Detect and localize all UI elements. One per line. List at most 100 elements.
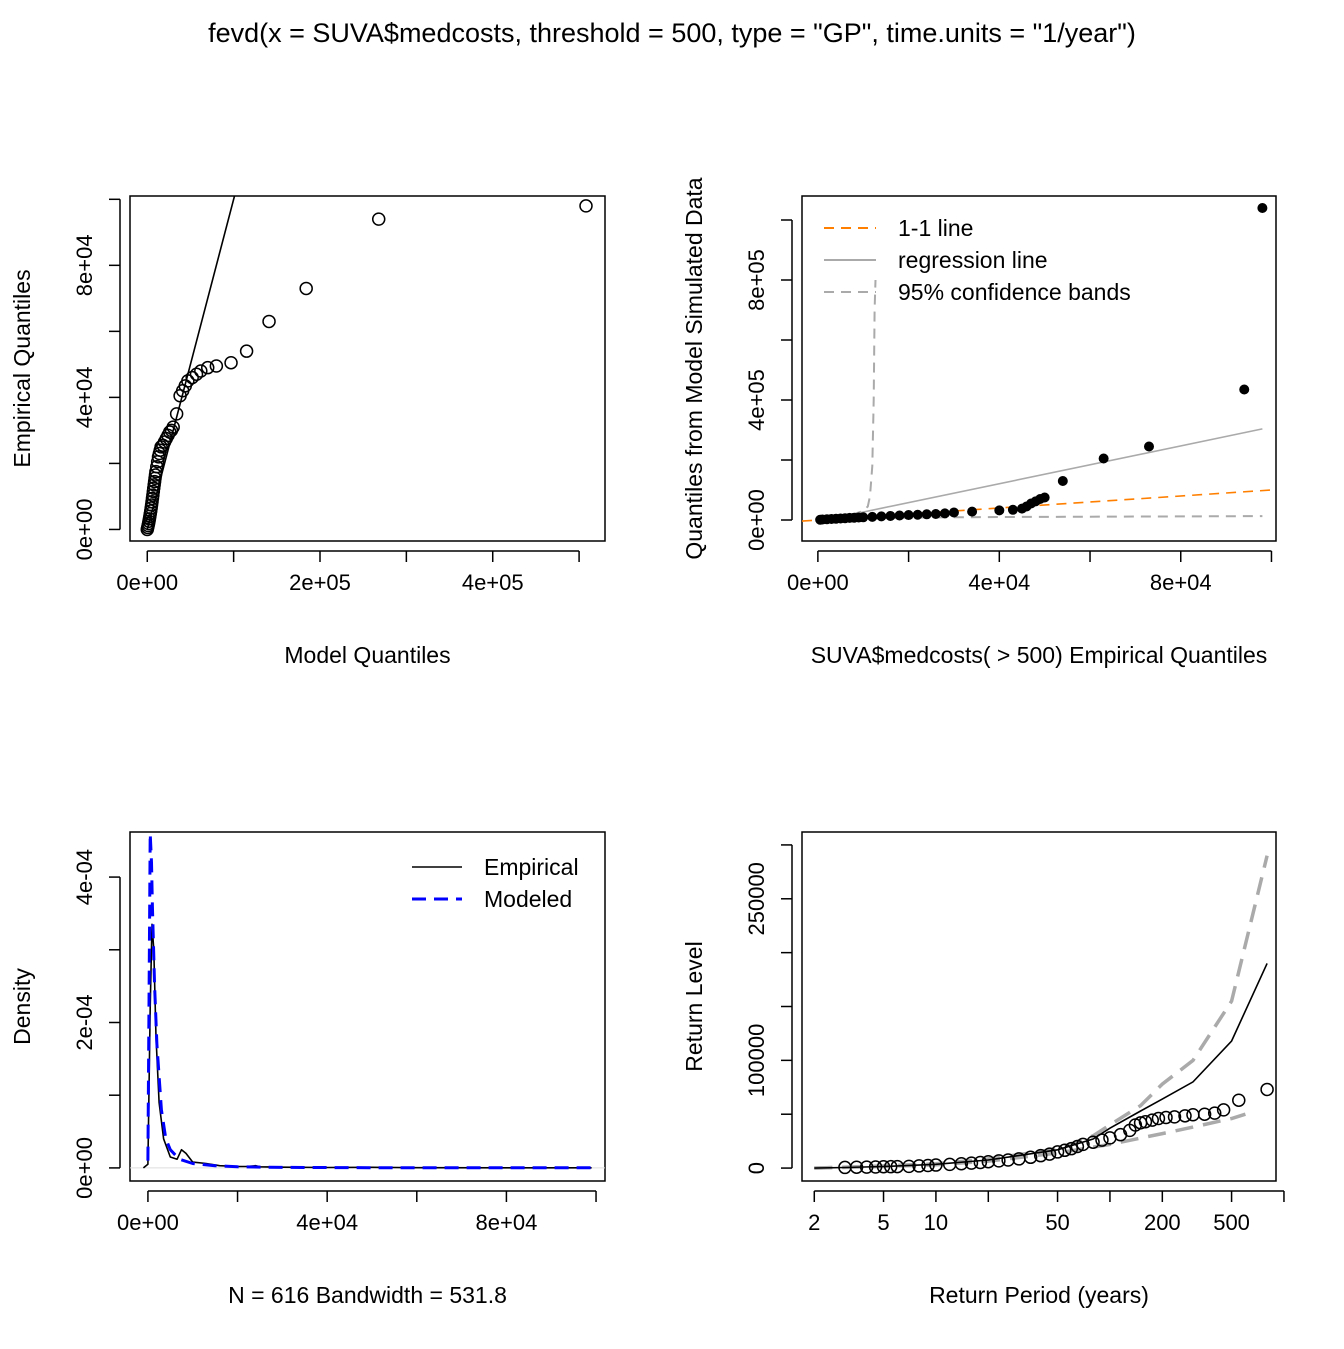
return-y-tick-label: 100000 (744, 1024, 769, 1097)
return-point (1050, 1145, 1065, 1159)
qqsim-regression-line (817, 428, 1263, 523)
qqsim-point (967, 506, 978, 517)
density-x-tick-label: 0e+00 (117, 1210, 179, 1235)
return-point (1064, 1141, 1079, 1156)
return-point (1023, 1150, 1038, 1165)
return-y-tick-label: 250000 (744, 862, 769, 935)
return-point (1216, 1103, 1231, 1117)
qq-point (299, 281, 313, 296)
qqsim-point (876, 511, 887, 522)
qq-x-tick-label: 4e+05 (462, 570, 524, 595)
qq-point (166, 420, 180, 434)
qqsim-one-to-one-line (802, 488, 1276, 522)
qqsim-point (1257, 203, 1268, 213)
return-plot-box (801, 831, 1277, 1182)
density-y-axis-label: Density (9, 968, 35, 1045)
qq-y-tick-label: 4e+04 (72, 366, 97, 428)
return-x-tick-label: 200 (1144, 1210, 1181, 1235)
qq-point (189, 367, 204, 382)
qqsim-point (903, 510, 914, 521)
qq-point (209, 359, 224, 373)
density-y-tick-label: 4e-04 (72, 849, 97, 905)
density-panel: 0e+00 4e+04 8e+04 0e+00 2e-04 4e-04 N = 616 Ba… (9, 831, 606, 1308)
return-point (1095, 1133, 1109, 1147)
return-y-tick-label: 0 (744, 1162, 769, 1174)
qq-x-axis-label: Model Quantiles (284, 642, 450, 668)
return-point (883, 1159, 898, 1174)
density-data-layer (130, 832, 605, 1170)
density-x-axis-label: N = 616 Bandwidth = 531.8 (228, 1282, 507, 1308)
return-point (1145, 1113, 1159, 1127)
qq-data-layer (140, 196, 593, 537)
qqsim-point (1057, 476, 1068, 486)
qqsim-point (1098, 453, 1109, 464)
qqsim-point (994, 505, 1005, 516)
qqsim-x-tick-label: 0e+00 (787, 570, 849, 595)
qqsim-point (939, 508, 950, 519)
qqsim-legend: 1-1 line regression line 95% confidence ba… (824, 215, 1131, 305)
return-point (1197, 1107, 1212, 1121)
qq-point (194, 364, 208, 378)
qqsim-y-tick-label: 8e+05 (744, 249, 769, 311)
return-x-tick-label: 2 (808, 1210, 820, 1235)
return-x-axis-label: Return Period (years) (929, 1282, 1149, 1308)
return-point (921, 1158, 935, 1173)
return-point (1138, 1115, 1153, 1129)
density-x-tick-label: 4e+04 (296, 1210, 358, 1235)
qqsim-legend-label: 95% confidence bands (898, 279, 1131, 305)
density-legend-label: Empirical (484, 854, 579, 880)
qqsim-plot-box (801, 195, 1277, 542)
return-point (954, 1157, 969, 1171)
qqsim-point (1039, 492, 1050, 503)
qq-x-tick-label: 0e+00 (116, 570, 178, 595)
return-point (981, 1154, 996, 1169)
return-x-tick-label: 500 (1213, 1210, 1250, 1235)
return-point (1042, 1147, 1057, 1161)
qqsim-y-axis-label: Quantiles from Model Simulated Data (681, 177, 707, 559)
return-point (912, 1159, 926, 1173)
qqsim-point (1007, 504, 1018, 515)
density-legend: Empirical Modeled (412, 854, 579, 912)
qq-point (200, 360, 215, 375)
qqsim-legend-label: 1-1 line (898, 215, 973, 241)
return-upper-ci (814, 855, 1269, 1170)
return-point (1232, 1093, 1246, 1107)
return-point (1086, 1135, 1100, 1149)
return-point (942, 1157, 957, 1172)
return-y-axis-label: Return Level (681, 941, 707, 1071)
return-point (1159, 1110, 1173, 1125)
return-point (1260, 1082, 1274, 1097)
return-point (859, 1160, 874, 1174)
return-point (1033, 1148, 1048, 1163)
return-point (1207, 1106, 1222, 1120)
return-x-tick-label: 5 (877, 1210, 889, 1235)
density-y-tick-label: 0e+00 (72, 1137, 97, 1199)
qq-point (181, 374, 195, 388)
return-x-tick-label: 10 (924, 1210, 948, 1235)
return-level-curve (814, 963, 1268, 1169)
qqsim-x-tick-label: 4e+04 (968, 570, 1030, 595)
qqsim-point (867, 511, 878, 522)
return-data-layer (814, 855, 1274, 1175)
qq-y-tick-label: 0e+00 (72, 499, 97, 561)
qq-point (169, 407, 184, 421)
density-y-tick-label: 2e-04 (72, 994, 97, 1050)
qqsim-upper-band (817, 279, 877, 521)
qq-point (371, 212, 386, 226)
return-point (964, 1156, 979, 1170)
qq-point (224, 355, 238, 370)
return-point (1070, 1139, 1085, 1154)
return-x-tick-label: 50 (1045, 1210, 1069, 1235)
return-point (849, 1160, 864, 1174)
return-point (868, 1160, 883, 1174)
qqsim-point (858, 512, 869, 523)
qq-point (239, 344, 254, 358)
qqsim-point (948, 507, 959, 518)
qqsim-point (1143, 441, 1154, 452)
return-point (1001, 1153, 1015, 1167)
qqsim-data-layer (802, 203, 1276, 525)
return-point (1186, 1108, 1200, 1122)
qq-point (579, 199, 593, 213)
